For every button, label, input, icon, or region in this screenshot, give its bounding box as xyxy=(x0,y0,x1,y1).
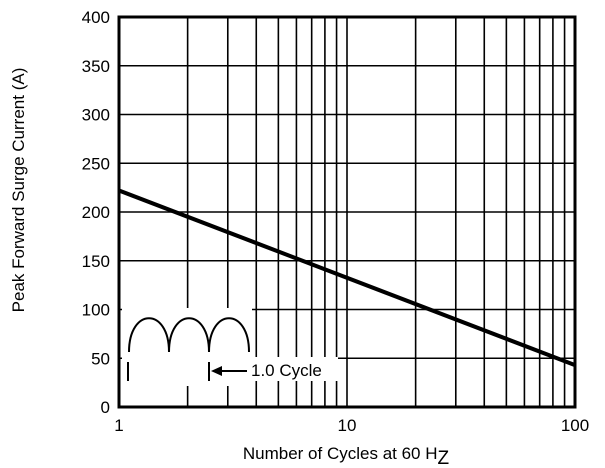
half-sine-arch xyxy=(168,317,210,353)
inset-label-background xyxy=(248,357,338,381)
x-tick-label: 100 xyxy=(561,416,589,435)
y-tick-label: 300 xyxy=(82,106,110,125)
x-tick-label: 1 xyxy=(114,416,123,435)
y-tick-label: 100 xyxy=(82,301,110,320)
y-tick-label: 50 xyxy=(91,349,110,368)
x-tick-labels: 1 10 100 xyxy=(114,416,589,435)
x-axis-title-main: Number of Cycles at 60 H xyxy=(243,444,438,463)
y-axis-title: Peak Forward Surge Current (A) xyxy=(9,68,28,313)
inset-arrow-head xyxy=(211,366,222,376)
waveform-inset: 1.0 Cycle xyxy=(122,308,338,386)
y-tick-label: 250 xyxy=(82,154,110,173)
y-tick-label: 400 xyxy=(82,8,110,27)
x-tick-label: 10 xyxy=(338,416,357,435)
x-axis-title: Number of Cycles at 60 HZ xyxy=(243,444,450,468)
y-tick-label: 150 xyxy=(82,252,110,271)
y-tick-label: 0 xyxy=(101,398,110,417)
inset-cycle-label: 1.0 Cycle xyxy=(251,361,322,380)
series-layer xyxy=(118,188,576,367)
half-sine-arch xyxy=(128,317,170,353)
surge-current-line xyxy=(118,188,576,367)
plot-frame xyxy=(117,15,577,409)
y-tick-label: 200 xyxy=(82,203,110,222)
y-tick-label: 350 xyxy=(82,57,110,76)
y-tick-labels: 0 50 100 150 200 250 300 350 400 xyxy=(82,8,110,417)
inset-background xyxy=(122,308,252,386)
x-axis-title-subscript: Z xyxy=(438,448,450,468)
half-sine-arch xyxy=(208,317,250,353)
